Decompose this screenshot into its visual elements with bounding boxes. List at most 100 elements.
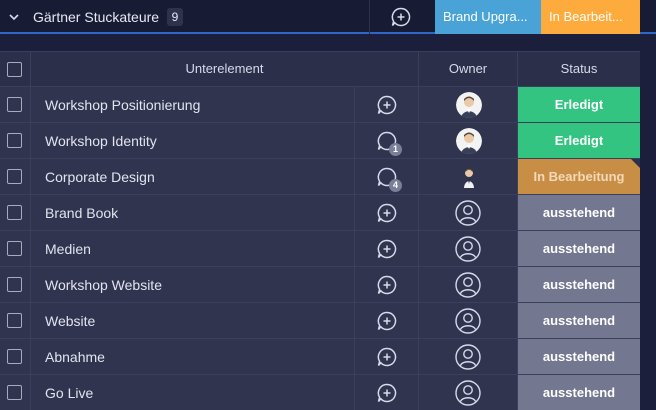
row-checkbox[interactable] bbox=[7, 133, 22, 148]
table-row[interactable]: Website ausstehend bbox=[0, 303, 656, 339]
row-owner-cell[interactable] bbox=[419, 231, 518, 266]
row-owner-cell[interactable] bbox=[419, 123, 518, 158]
row-status-cell[interactable]: ausstehend bbox=[518, 231, 640, 266]
status-label[interactable]: ausstehend bbox=[518, 267, 640, 302]
status-label[interactable]: In Bearbeitung bbox=[518, 159, 640, 194]
row-status-cell[interactable]: Erledigt bbox=[518, 87, 640, 122]
row-name-cell[interactable]: Go Live bbox=[31, 375, 355, 410]
item-name[interactable]: Abnahme bbox=[45, 349, 105, 365]
table-row[interactable]: Go Live ausstehend bbox=[0, 375, 656, 410]
table-row[interactable]: Abnahme ausstehend bbox=[0, 339, 656, 375]
person-icon[interactable] bbox=[455, 272, 481, 298]
row-checkbox[interactable] bbox=[7, 241, 22, 256]
row-status-cell[interactable]: ausstehend bbox=[518, 339, 640, 374]
status-label[interactable]: ausstehend bbox=[518, 195, 640, 230]
add-update-icon[interactable] bbox=[376, 274, 398, 296]
row-owner-cell[interactable] bbox=[419, 267, 518, 302]
avatar[interactable] bbox=[456, 92, 482, 118]
item-name[interactable]: Workshop Website bbox=[45, 277, 162, 293]
add-update-icon[interactable] bbox=[376, 94, 398, 116]
row-updates-cell[interactable] bbox=[355, 375, 419, 410]
row-name-cell[interactable]: Workshop Positionierung bbox=[31, 87, 355, 122]
add-update-icon[interactable] bbox=[376, 310, 398, 332]
status-label[interactable]: ausstehend bbox=[518, 339, 640, 374]
row-status-cell[interactable]: ausstehend bbox=[518, 267, 640, 302]
group-tag-orange[interactable]: In Bearbeit... bbox=[541, 0, 640, 34]
avatar[interactable] bbox=[456, 128, 482, 154]
row-owner-cell[interactable] bbox=[419, 375, 518, 410]
row-checkbox[interactable] bbox=[7, 313, 22, 328]
row-owner-cell[interactable] bbox=[419, 339, 518, 374]
add-update-icon[interactable] bbox=[376, 238, 398, 260]
item-name[interactable]: Website bbox=[45, 313, 96, 329]
add-update-icon[interactable] bbox=[390, 6, 412, 28]
row-name-cell[interactable]: Medien bbox=[31, 231, 355, 266]
row-updates-cell[interactable]: 1 bbox=[355, 123, 419, 158]
status-label[interactable]: ausstehend bbox=[518, 303, 640, 338]
person-icon[interactable] bbox=[455, 308, 481, 334]
header-status-cell: Status bbox=[518, 52, 640, 86]
group-tag-blue[interactable]: Brand Upgra... bbox=[435, 0, 541, 34]
item-name[interactable]: Brand Book bbox=[45, 205, 119, 221]
table-row[interactable]: Workshop Identity 1 Erledigt bbox=[0, 123, 656, 159]
row-name-cell[interactable]: Corporate Design bbox=[31, 159, 355, 194]
table-row[interactable]: Corporate Design 4 In Bearbeitung bbox=[0, 159, 656, 195]
row-owner-cell[interactable] bbox=[419, 303, 518, 338]
row-updates-cell[interactable] bbox=[355, 267, 419, 302]
status-label[interactable]: Erledigt bbox=[518, 123, 640, 158]
item-name[interactable]: Go Live bbox=[45, 385, 94, 401]
avatar[interactable] bbox=[456, 164, 482, 190]
add-update-icon[interactable] bbox=[376, 382, 398, 404]
conversation-icon[interactable] bbox=[376, 166, 398, 188]
row-checkbox[interactable] bbox=[7, 205, 22, 220]
row-checkbox[interactable] bbox=[7, 385, 22, 400]
row-checkbox[interactable] bbox=[7, 277, 22, 292]
person-icon[interactable] bbox=[455, 236, 481, 262]
row-updates-cell[interactable] bbox=[355, 195, 419, 230]
column-header-name[interactable]: Unterelement bbox=[185, 61, 264, 76]
row-owner-cell[interactable] bbox=[419, 195, 518, 230]
status-label[interactable]: ausstehend bbox=[518, 231, 640, 266]
row-updates-cell[interactable] bbox=[355, 87, 419, 122]
item-name[interactable]: Corporate Design bbox=[45, 169, 155, 185]
table-row[interactable]: Brand Book ausstehend bbox=[0, 195, 656, 231]
row-status-cell[interactable]: ausstehend bbox=[518, 303, 640, 338]
status-label[interactable]: Erledigt bbox=[518, 87, 640, 122]
row-status-cell[interactable]: In Bearbeitung bbox=[518, 159, 640, 194]
person-icon[interactable] bbox=[455, 344, 481, 370]
row-name-cell[interactable]: Brand Book bbox=[31, 195, 355, 230]
row-updates-cell[interactable] bbox=[355, 303, 419, 338]
table-row[interactable]: Workshop Positionierung Erledigt bbox=[0, 87, 656, 123]
row-checkbox[interactable] bbox=[7, 169, 22, 184]
item-name[interactable]: Workshop Positionierung bbox=[45, 97, 201, 113]
table-row[interactable]: Workshop Website ausstehend bbox=[0, 267, 656, 303]
row-owner-cell[interactable] bbox=[419, 87, 518, 122]
group-title[interactable]: Gärtner Stuckateure bbox=[33, 9, 160, 25]
row-name-cell[interactable]: Workshop Website bbox=[31, 267, 355, 302]
column-header-owner[interactable]: Owner bbox=[448, 61, 488, 76]
row-name-cell[interactable]: Website bbox=[31, 303, 355, 338]
row-checkbox[interactable] bbox=[7, 97, 22, 112]
row-status-cell[interactable]: Erledigt bbox=[518, 123, 640, 158]
row-updates-cell[interactable] bbox=[355, 339, 419, 374]
item-name[interactable]: Workshop Identity bbox=[45, 133, 157, 149]
row-owner-cell[interactable] bbox=[419, 159, 518, 194]
row-status-cell[interactable]: ausstehend bbox=[518, 375, 640, 410]
row-status-cell[interactable]: ausstehend bbox=[518, 195, 640, 230]
add-update-icon[interactable] bbox=[376, 346, 398, 368]
row-updates-cell[interactable] bbox=[355, 231, 419, 266]
select-all-checkbox[interactable] bbox=[7, 62, 22, 77]
person-icon[interactable] bbox=[455, 380, 481, 406]
chevron-down-icon[interactable] bbox=[6, 9, 22, 25]
column-header-status[interactable]: Status bbox=[560, 61, 598, 76]
status-label[interactable]: ausstehend bbox=[518, 375, 640, 410]
row-updates-cell[interactable]: 4 bbox=[355, 159, 419, 194]
item-name[interactable]: Medien bbox=[45, 241, 91, 257]
row-name-cell[interactable]: Workshop Identity bbox=[31, 123, 355, 158]
table-row[interactable]: Medien ausstehend bbox=[0, 231, 656, 267]
conversation-icon[interactable] bbox=[376, 130, 398, 152]
row-checkbox[interactable] bbox=[7, 349, 22, 364]
row-name-cell[interactable]: Abnahme bbox=[31, 339, 355, 374]
add-update-icon[interactable] bbox=[376, 202, 398, 224]
person-icon[interactable] bbox=[455, 200, 481, 226]
